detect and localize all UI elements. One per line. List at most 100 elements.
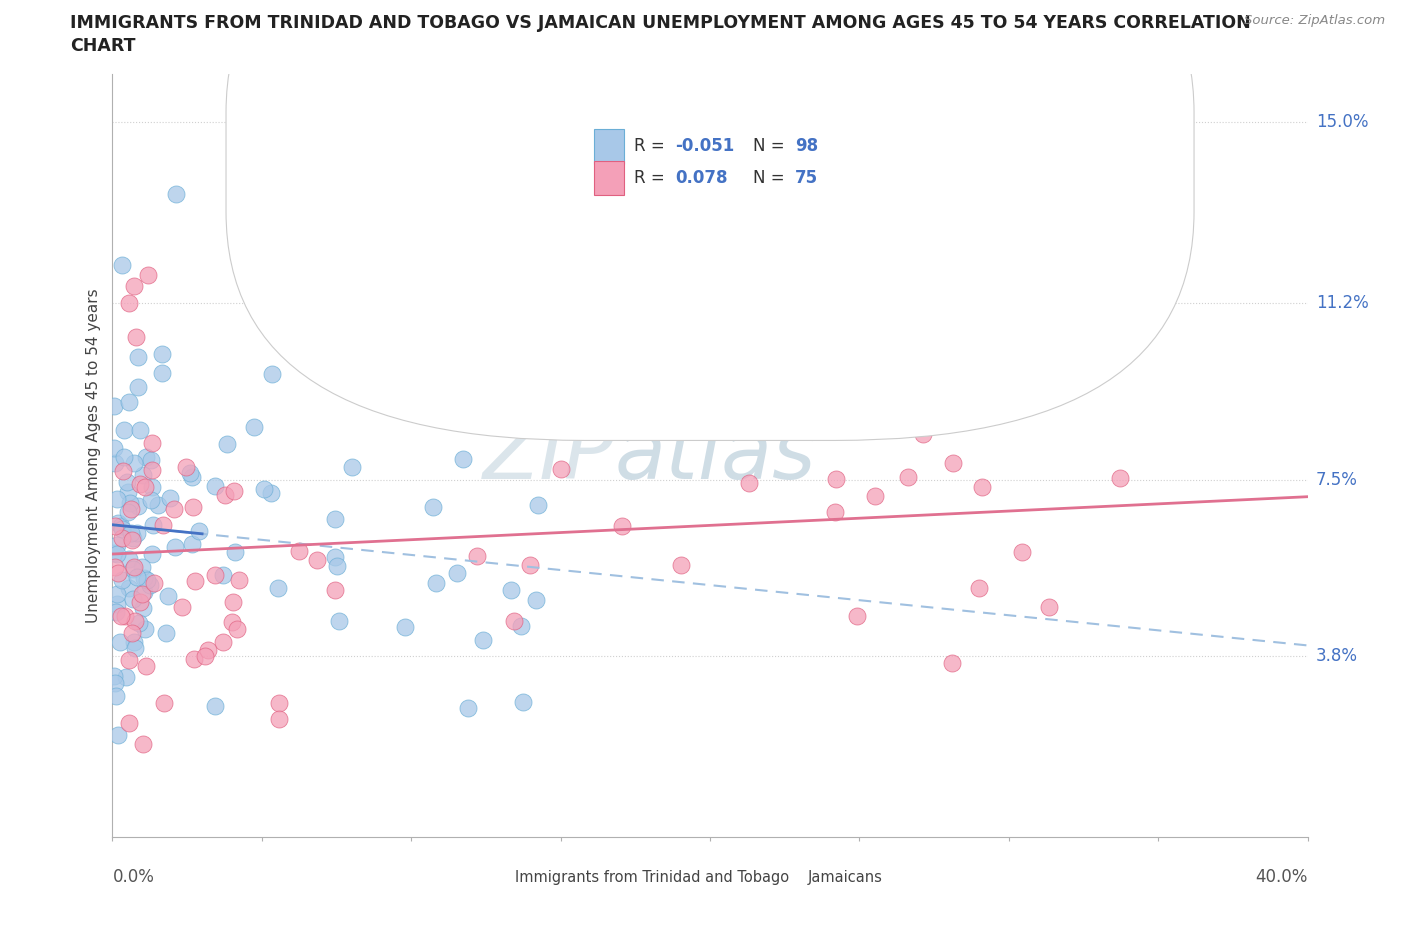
Point bbox=[226, 621, 249, 636]
Point bbox=[242, 419, 264, 434]
Point bbox=[112, 422, 135, 437]
Point bbox=[323, 550, 346, 565]
Bar bbox=[484, 867, 509, 888]
Point bbox=[103, 440, 125, 455]
Point bbox=[134, 449, 156, 464]
Point bbox=[183, 652, 205, 667]
Point bbox=[221, 614, 243, 629]
Point bbox=[941, 656, 963, 671]
Point bbox=[142, 576, 165, 591]
Point bbox=[131, 560, 153, 575]
Point bbox=[307, 553, 329, 568]
Point bbox=[222, 484, 245, 498]
Y-axis label: Unemployment Among Ages 45 to 54 years: Unemployment Among Ages 45 to 54 years bbox=[86, 288, 101, 623]
Point bbox=[446, 565, 468, 580]
Text: Immigrants from Trinidad and Tobago: Immigrants from Trinidad and Tobago bbox=[515, 870, 789, 885]
Point bbox=[136, 572, 159, 587]
Point bbox=[141, 462, 163, 477]
Text: R =: R = bbox=[634, 138, 669, 155]
Point bbox=[107, 565, 129, 580]
Point bbox=[132, 584, 155, 599]
Point bbox=[107, 492, 129, 507]
Point bbox=[503, 613, 526, 628]
Point bbox=[519, 558, 541, 573]
Point bbox=[111, 530, 134, 545]
Point bbox=[215, 437, 238, 452]
Point bbox=[204, 479, 226, 494]
Point bbox=[863, 489, 886, 504]
Point bbox=[269, 696, 291, 711]
Point bbox=[141, 479, 163, 494]
Point bbox=[267, 580, 290, 595]
Text: 0.078: 0.078 bbox=[675, 168, 728, 187]
Point bbox=[824, 472, 846, 486]
Point bbox=[269, 711, 291, 726]
Point bbox=[457, 700, 479, 715]
Point bbox=[1011, 545, 1033, 560]
Point bbox=[214, 487, 236, 502]
Point bbox=[134, 480, 156, 495]
Point bbox=[139, 578, 162, 592]
Point bbox=[111, 522, 134, 537]
Point bbox=[121, 531, 143, 546]
Point bbox=[163, 501, 186, 516]
Point bbox=[194, 649, 217, 664]
Text: N =: N = bbox=[754, 168, 790, 187]
Bar bbox=[776, 867, 801, 888]
Point bbox=[105, 546, 128, 561]
Point bbox=[142, 518, 165, 533]
Point bbox=[118, 580, 141, 595]
Point bbox=[118, 653, 141, 668]
Point bbox=[425, 576, 447, 591]
Point bbox=[128, 616, 150, 631]
Point bbox=[465, 549, 488, 564]
Text: 75: 75 bbox=[794, 168, 818, 187]
Point bbox=[1109, 471, 1132, 485]
Point bbox=[181, 469, 204, 484]
Point bbox=[146, 498, 169, 512]
Point bbox=[260, 366, 283, 381]
Point bbox=[103, 398, 125, 413]
Point bbox=[152, 696, 174, 711]
Point bbox=[125, 569, 148, 584]
Point bbox=[118, 551, 141, 566]
Point bbox=[131, 587, 153, 602]
Point bbox=[129, 476, 152, 491]
Point bbox=[911, 427, 934, 442]
Point bbox=[117, 485, 139, 499]
Text: R =: R = bbox=[634, 168, 669, 187]
Point bbox=[110, 258, 132, 272]
Point bbox=[105, 597, 128, 612]
Point bbox=[110, 609, 132, 624]
Point bbox=[141, 547, 163, 562]
Point bbox=[122, 635, 145, 650]
Point bbox=[132, 737, 155, 751]
Point bbox=[141, 436, 163, 451]
Point bbox=[104, 456, 127, 471]
Point bbox=[484, 395, 506, 410]
Point bbox=[115, 670, 138, 684]
Point bbox=[165, 539, 187, 554]
Point bbox=[224, 545, 246, 560]
Point bbox=[103, 545, 125, 560]
Point bbox=[967, 580, 990, 595]
Text: 0.0%: 0.0% bbox=[112, 868, 155, 885]
Point bbox=[127, 379, 149, 394]
Point bbox=[170, 599, 193, 614]
Point bbox=[550, 461, 572, 476]
Point bbox=[124, 641, 146, 656]
Point bbox=[124, 614, 146, 629]
Point bbox=[110, 518, 132, 533]
Bar bbox=[595, 129, 624, 164]
Point bbox=[122, 456, 145, 471]
Point bbox=[472, 632, 495, 647]
Point bbox=[132, 571, 155, 586]
Point bbox=[557, 406, 579, 421]
Point bbox=[122, 278, 145, 293]
Point bbox=[132, 468, 155, 483]
Point bbox=[135, 658, 157, 673]
Text: 15.0%: 15.0% bbox=[1316, 113, 1368, 131]
Point bbox=[181, 499, 204, 514]
Point bbox=[120, 496, 142, 511]
Point bbox=[512, 695, 534, 710]
